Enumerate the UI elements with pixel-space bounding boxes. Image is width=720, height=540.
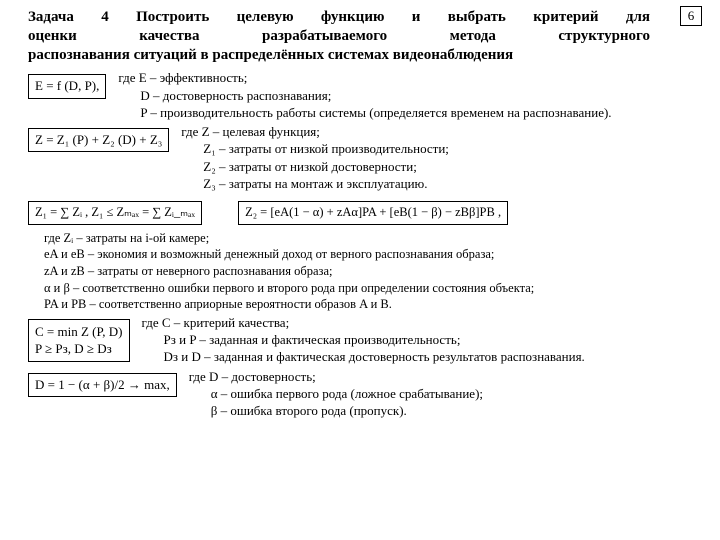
- e-line1: где E – эффективность;: [118, 70, 700, 86]
- block-z1-z2: Z₁ = ∑ Zᵢ , Z₁ ≤ Zₘₐₓ = ∑ Zᵢ_ₘₐₓ Z₂ = [e…: [28, 197, 700, 229]
- z-line3: Z₂ – затраты от низкой достоверности;: [181, 159, 700, 175]
- title-line1: Задача 4 Построить целевую функцию и выб…: [28, 9, 650, 25]
- block-d: D = 1 − (α + β)/2 → max, где D – достове…: [28, 369, 700, 421]
- block-c: C = min Z (P, D) P ≥ Pз, D ≥ Dз где C – …: [28, 315, 700, 367]
- z-line1: где Z – целевая функция;: [181, 124, 700, 140]
- note-zi: где Zᵢ – затраты на i-ой камере;: [28, 231, 700, 247]
- e-line2: D – достоверность распознавания;: [118, 88, 700, 104]
- note-ea-eb: eA и eB – экономия и возможный денежный …: [28, 247, 700, 263]
- formula-d: D = 1 − (α + β)/2 → max,: [28, 373, 177, 397]
- title-line2: оценки качества разрабатываемого метода …: [28, 28, 650, 44]
- d-line3: β – ошибка второго рода (пропуск).: [189, 403, 700, 419]
- title-line3: распознавания ситуаций в распределённых …: [28, 46, 650, 65]
- expl-d: где D – достоверность; α – ошибка первог…: [189, 369, 700, 421]
- formula-z2: Z₂ = [eA(1 − α) + zAα]PA + [eB(1 − β) − …: [238, 201, 508, 225]
- notes-block: где Zᵢ – затраты на i-ой камере; eA и eB…: [28, 231, 700, 313]
- c-line1: где C – критерий качества;: [142, 315, 700, 331]
- formula-c-line1: C = min Z (P, D): [35, 324, 123, 339]
- note-alpha-beta: α и β – соответственно ошибки первого и …: [28, 281, 700, 297]
- expl-e: где E – эффективность; D – достоверность…: [118, 70, 700, 122]
- formula-e: E = f (D, P),: [28, 74, 106, 98]
- z-line4: Z₃ – затраты на монтаж и эксплуатацию.: [181, 176, 700, 192]
- expl-c: где C – критерий качества; Pз и P – зада…: [142, 315, 700, 367]
- e-line3: P – производительность работы системы (о…: [118, 105, 700, 121]
- formula-c-line2: P ≥ Pз, D ≥ Dз: [35, 341, 112, 356]
- task-title: Задача 4 Построить целевую функцию и выб…: [28, 8, 700, 64]
- expl-z: где Z – целевая функция; Z₁ – затраты от…: [181, 124, 700, 193]
- note-za-zb: zA и zB – затраты от неверного распознав…: [28, 264, 700, 280]
- c-line2: Pз и P – заданная и фактическая производ…: [142, 332, 700, 348]
- block-effectiveness: E = f (D, P), где E – эффективность; D –…: [28, 70, 700, 122]
- d-line1: где D – достоверность;: [189, 369, 700, 385]
- z-line2: Z₁ – затраты от низкой производительност…: [181, 141, 700, 157]
- block-z: Z = Z₁ (P) + Z₂ (D) + Z₃ где Z – целевая…: [28, 124, 700, 193]
- formula-z: Z = Z₁ (P) + Z₂ (D) + Z₃: [28, 128, 169, 152]
- formula-z1: Z₁ = ∑ Zᵢ , Z₁ ≤ Zₘₐₓ = ∑ Zᵢ_ₘₐₓ: [28, 201, 202, 225]
- formula-c: C = min Z (P, D) P ≥ Pз, D ≥ Dз: [28, 319, 130, 362]
- d-line2: α – ошибка первого рода (ложное срабатыв…: [189, 386, 700, 402]
- c-line3: Dз и D – заданная и фактическая достовер…: [142, 349, 700, 365]
- slide-number: 6: [680, 6, 702, 26]
- note-pa-pb: PA и PB – соответственно априорные вероя…: [28, 297, 700, 313]
